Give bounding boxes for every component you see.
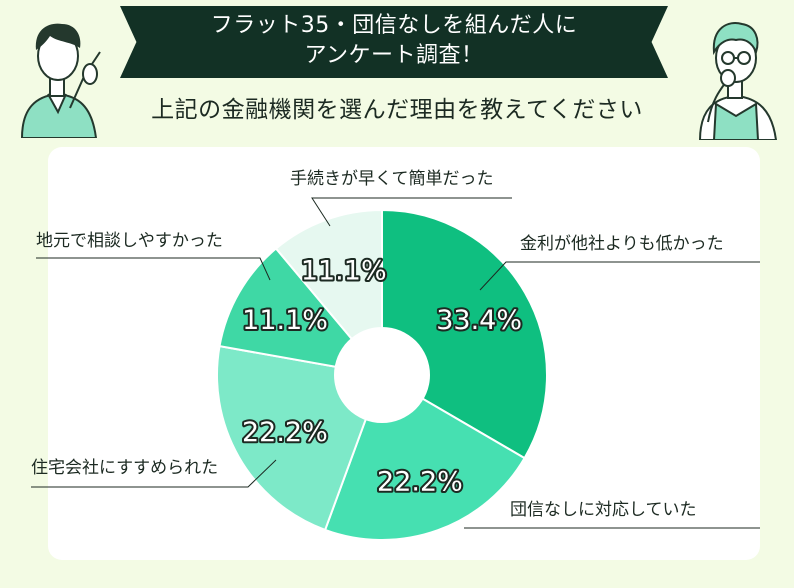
leader-line — [479, 261, 760, 291]
man-pointing-icon — [20, 23, 101, 138]
slice-category-label: 地元で相談しやすかった — [36, 231, 223, 251]
banner-line-2: アンケート調査！ — [304, 43, 484, 68]
slice-value-label: 22.2% — [242, 417, 328, 448]
leader-line — [311, 197, 512, 227]
slice-value-label: 33.4% — [436, 305, 522, 336]
slice-category-label: 金利が他社よりも低かった — [520, 234, 724, 254]
slice-category-label: 手続きが早くて簡単だった — [290, 169, 494, 189]
leader-line — [36, 257, 271, 281]
donut-hole — [334, 327, 430, 423]
leader-line — [31, 459, 277, 488]
slice-category-label: 団信なしに対応していた — [510, 500, 697, 520]
slice-category-label: 住宅会社にすすめられた — [31, 458, 218, 478]
slice-value-label: 11.1% — [242, 305, 328, 336]
slice-value-label: 22.2% — [377, 466, 463, 497]
pie-slice — [218, 247, 385, 377]
title-banner: フラット35・団信なしを組んだ人に アンケート調査！ — [120, 6, 668, 78]
slice-value-label: 11.1% — [301, 256, 387, 287]
man-thinking-icon — [698, 22, 778, 140]
banner-line-1: フラット35・団信なしを組んだ人に — [210, 13, 578, 38]
question-title: 上記の金融機関を選んだ理由を教えてください — [151, 97, 643, 123]
